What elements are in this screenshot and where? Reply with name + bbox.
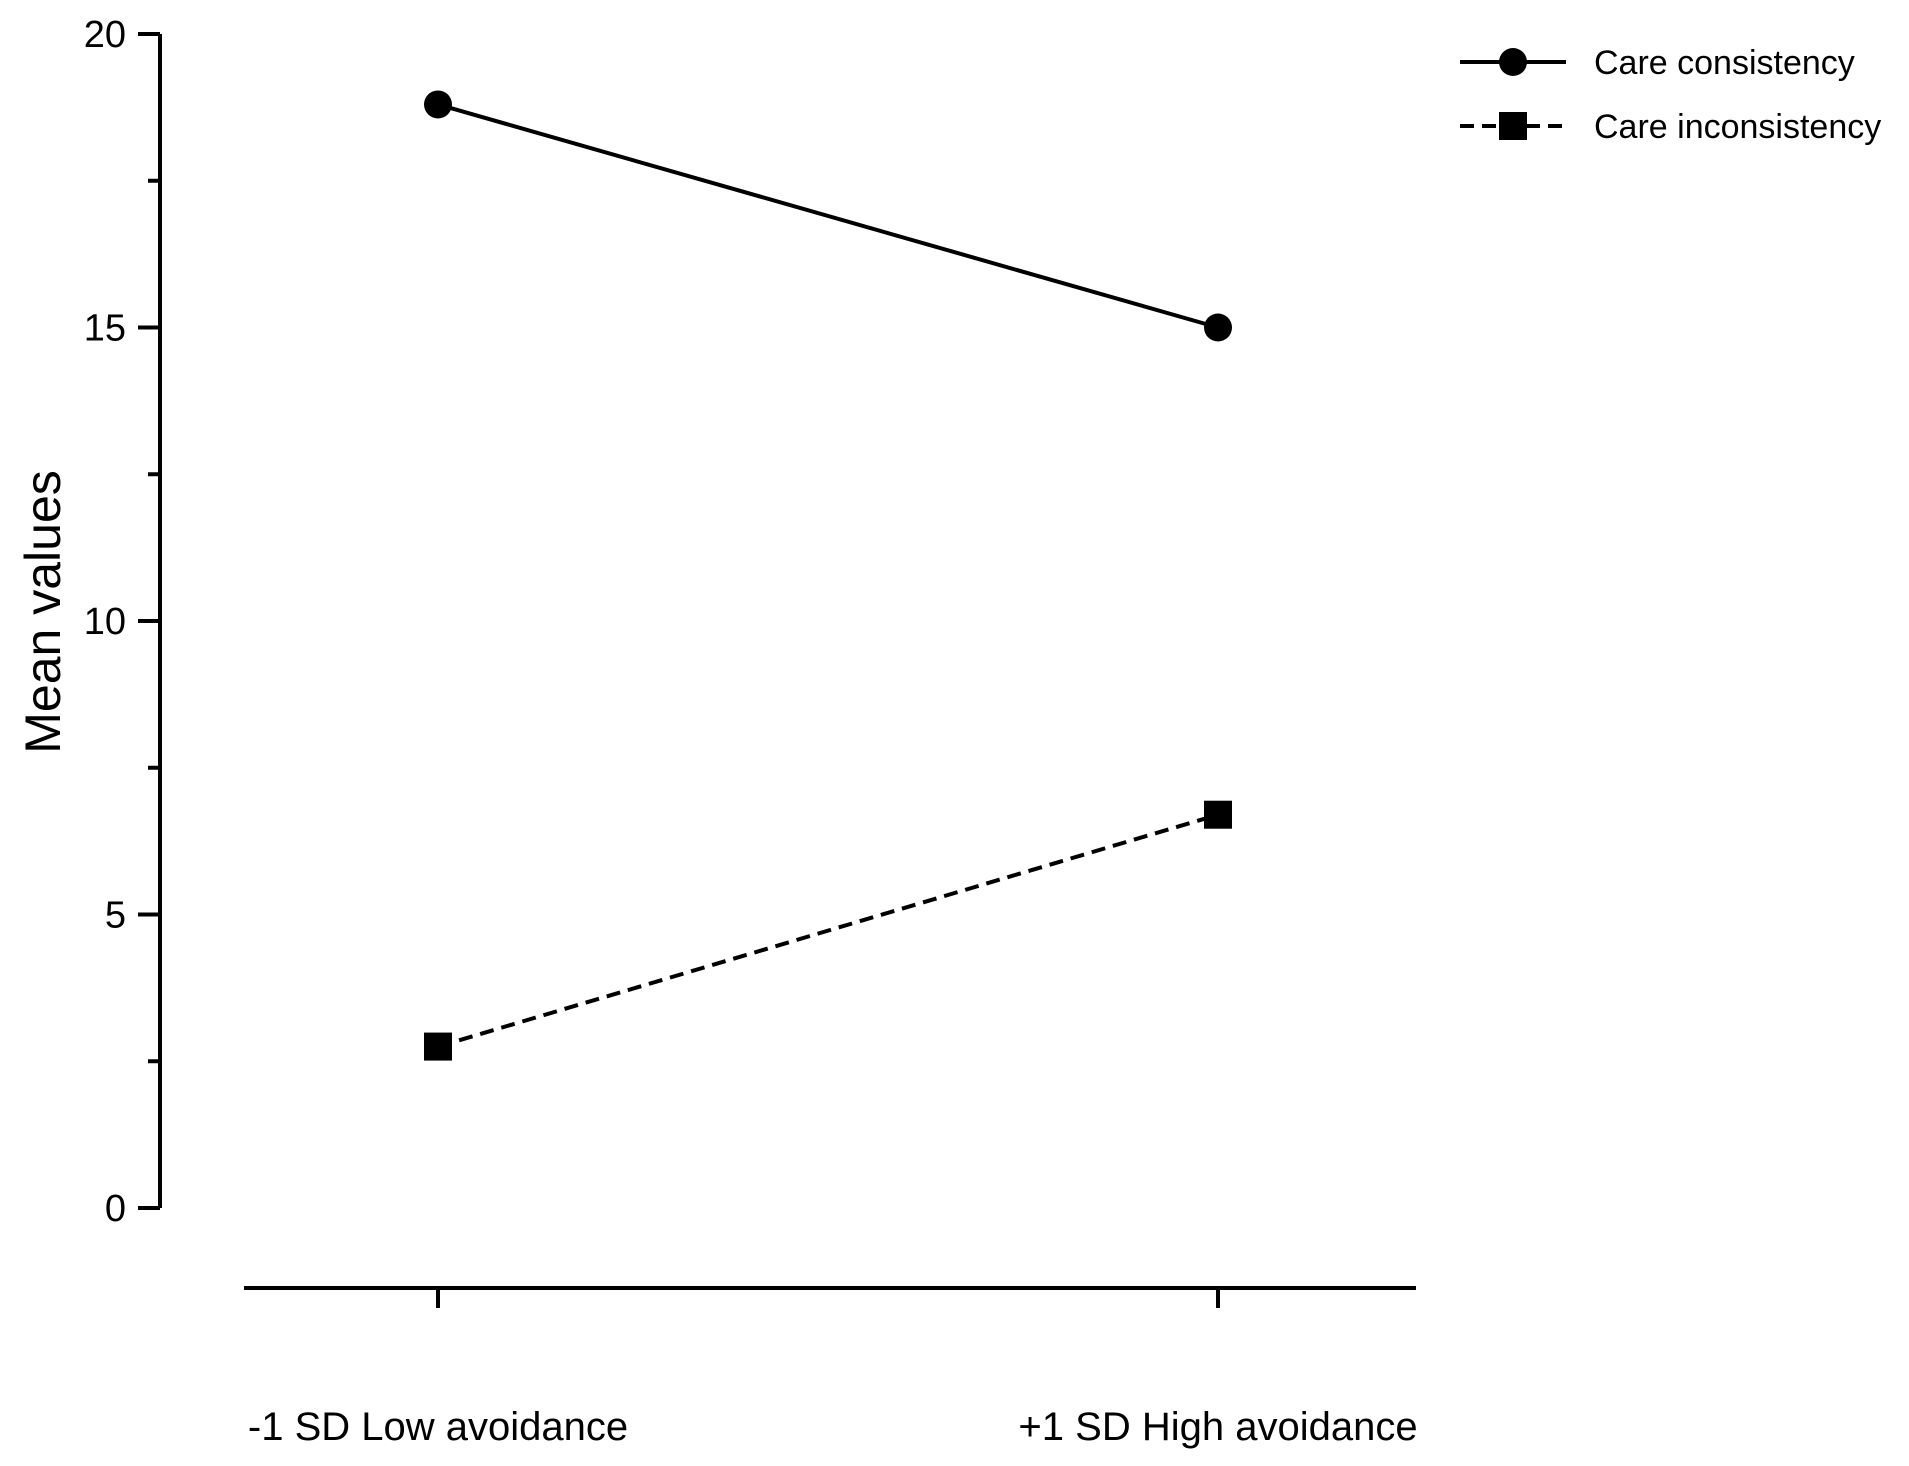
x-ticks: -1 SD Low avoidance +1 SD High avoidance [248,1288,1418,1449]
legend: Care consistency Care inconsistency [1460,44,1881,146]
legend-label: Care consistency [1594,44,1855,82]
y-axis: 0 5 10 15 20 [84,14,162,1230]
legend-marker-square [1499,112,1527,140]
legend-label: Care inconsistency [1594,108,1881,146]
series-circle [424,90,1232,342]
legend-marker-circle [1499,48,1527,76]
y-tick-label: 0 [105,1188,126,1230]
x-tick-label: -1 SD Low avoidance [248,1405,628,1449]
legend-item: Care inconsistency [1460,108,1881,146]
data-point-square [1204,800,1232,829]
series-layer [424,90,1232,1061]
y-ticks: 0 5 10 15 20 [84,14,160,1230]
y-tick-label: 15 [84,308,126,350]
x-tick-label: +1 SD High avoidance [1018,1405,1417,1449]
x-axis: -1 SD Low avoidance +1 SD High avoidance [244,1286,1418,1449]
y-tick-label: 20 [84,14,126,56]
data-point-square [424,1032,452,1061]
y-tick-label: 5 [105,895,126,937]
legend-item: Care consistency [1460,44,1855,82]
series-line [437,812,1219,1049]
data-point-circle [1204,313,1232,342]
data-point-circle [424,90,452,119]
y-axis-title: Mean values [15,470,71,754]
series-square [424,800,1232,1061]
series-line [437,102,1219,330]
y-tick-label: 10 [84,601,126,643]
